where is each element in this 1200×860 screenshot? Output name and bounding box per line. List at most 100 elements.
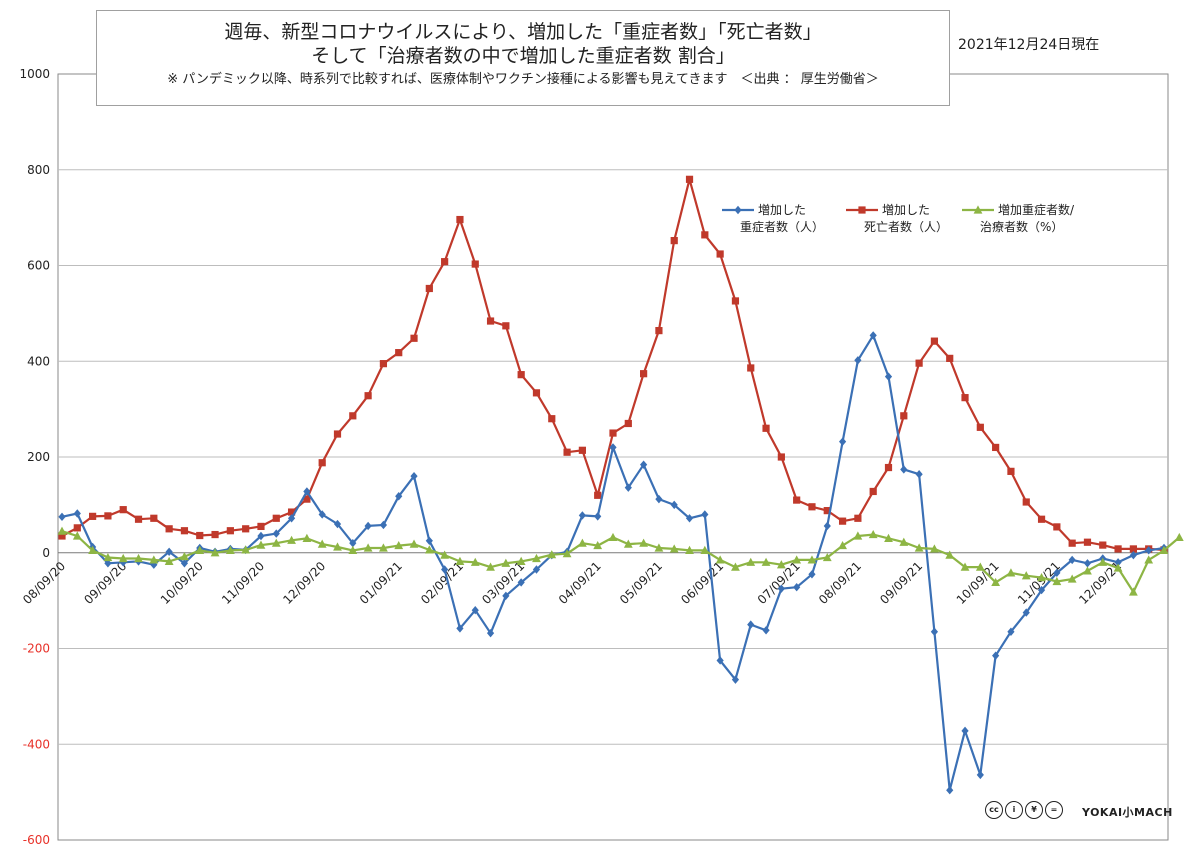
data-point [1098, 557, 1108, 566]
data-point [349, 412, 357, 420]
data-point [441, 565, 449, 574]
data-point [333, 519, 342, 529]
data-point [502, 591, 510, 601]
as-of-date: 2021年12月24日現在 [958, 37, 1100, 53]
title-box: 週毎、新型コロナウイルスにより、増加した「重症者数」「死亡者数」 そして「治療者… [96, 10, 950, 106]
data-point [1022, 608, 1030, 617]
data-point [532, 389, 541, 397]
data-point [823, 521, 831, 531]
data-point [685, 514, 694, 523]
data-point [654, 543, 664, 552]
data-point [900, 412, 908, 420]
data-point [88, 545, 98, 554]
y-tick-label: 0 [42, 546, 50, 560]
legend-entry: 増加した死亡者数（人） [846, 203, 948, 234]
data-point [287, 508, 296, 516]
data-point [287, 535, 296, 544]
data-point [409, 539, 419, 548]
data-point [1053, 523, 1061, 531]
data-point [640, 370, 648, 378]
data-point [455, 556, 465, 565]
data-point [318, 459, 326, 467]
data-point [104, 559, 112, 568]
data-point [501, 558, 511, 567]
data-point [287, 514, 296, 523]
data-point [410, 334, 418, 342]
data-point [946, 786, 954, 795]
cc-icon: cc [985, 801, 1003, 819]
data-point [808, 570, 816, 579]
data-point [747, 620, 755, 629]
data-point [761, 557, 771, 566]
data-point [578, 446, 586, 454]
data-point [669, 544, 679, 553]
data-point [164, 556, 174, 565]
license-icons: cc i ¥ = [985, 801, 1063, 819]
data-point [823, 507, 831, 515]
data-point [89, 512, 97, 520]
data-point [364, 521, 372, 531]
data-point [577, 538, 587, 547]
legend-label-line: 死亡者数（人） [864, 219, 948, 234]
data-point [211, 530, 219, 539]
data-point [623, 539, 633, 548]
data-point [608, 532, 618, 542]
chart-note: ※ パンデミック以降、時系列で比較すれば、医療体制やワクチン接種による影響も見え… [167, 72, 879, 87]
data-point [424, 545, 434, 554]
data-point [960, 562, 970, 571]
legend-label-line: 重症者数（人） [740, 219, 824, 234]
data-point [180, 527, 189, 535]
data-point [379, 543, 388, 552]
data-point [150, 514, 158, 522]
data-point [609, 429, 617, 437]
data-point [471, 606, 479, 615]
gridlines [58, 169, 1168, 745]
legend-entry: 増加重症者数/治療者数（%） [962, 202, 1075, 234]
data-point [945, 550, 955, 559]
data-point [853, 531, 863, 540]
data-point [333, 430, 342, 438]
data-point [425, 284, 433, 293]
data-point [701, 510, 709, 519]
y-tick-label: -400 [23, 737, 50, 751]
data-point [486, 562, 495, 571]
data-point [1099, 541, 1107, 549]
data-point [762, 424, 770, 432]
data-point [578, 511, 586, 520]
y-tick-label: 600 [27, 259, 50, 273]
data-point [364, 392, 372, 400]
data-point [394, 540, 404, 550]
data-point [1145, 546, 1153, 555]
data-point [58, 532, 66, 540]
data-point [624, 483, 632, 492]
series-diamond [58, 331, 1168, 795]
data-point [793, 496, 801, 504]
data-point [119, 558, 127, 567]
data-point [640, 460, 648, 469]
data-point [440, 550, 450, 559]
legend-label-line: 増加した [882, 203, 930, 217]
data-point [180, 551, 189, 561]
data-point [1007, 627, 1015, 636]
legend-label-line: 増加した [758, 203, 806, 217]
data-point [900, 465, 908, 474]
legend-label: 増加した死亡者数（人） [864, 203, 948, 234]
data-point [838, 517, 847, 525]
data-point [1114, 558, 1122, 567]
data-point [1037, 585, 1046, 595]
data-point [242, 525, 250, 533]
data-point [593, 540, 603, 550]
data-point [1037, 515, 1046, 523]
data-point [1022, 498, 1030, 506]
data-point [165, 525, 173, 533]
data-point [777, 584, 785, 593]
legend: 増加した重症者数（人） 増加した死亡者数（人） 増加重症者数/治療者数（%） [722, 202, 1075, 234]
data-point [1114, 545, 1122, 553]
data-point [992, 443, 1000, 452]
data-point [1037, 573, 1046, 582]
data-point [134, 515, 143, 523]
data-point [1144, 555, 1154, 564]
data-point [792, 555, 802, 564]
data-point [516, 556, 526, 565]
